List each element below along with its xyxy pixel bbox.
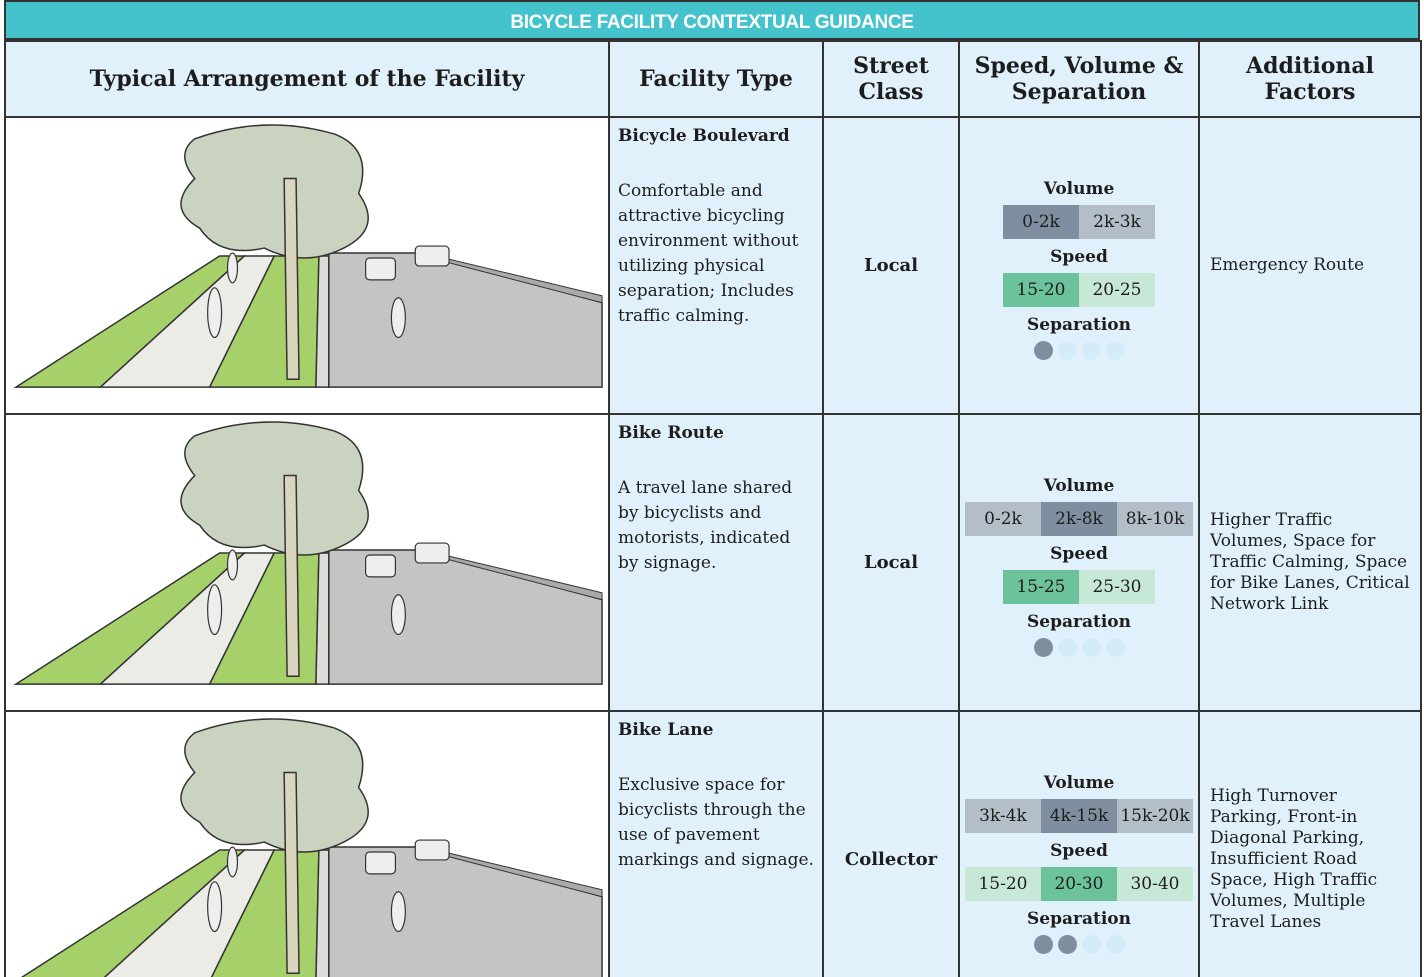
column-header: Facility Type (609, 41, 823, 117)
separation-dot (1058, 638, 1077, 657)
facility-description: A travel lane shared by bicyclists and m… (618, 476, 814, 576)
illustration (6, 415, 606, 698)
illustration (6, 118, 606, 401)
illustration-cell (5, 414, 609, 711)
additional-factors: High Turnover Parking, Front-in Diagonal… (1199, 711, 1421, 977)
separation-dots (960, 935, 1198, 954)
speed-label: Speed (960, 544, 1198, 564)
title-bar: BICYCLE FACILITY CONTEXTUAL GUIDANCE (4, 0, 1420, 40)
illustration-cell (5, 117, 609, 414)
speed-chip: 15-20 (1003, 273, 1079, 307)
volume-chip: 15k-20k (1117, 799, 1193, 833)
separation-label: Separation (960, 909, 1198, 929)
facility-description: Comfortable and attractive bicycling env… (618, 179, 814, 329)
separation-dot (1034, 935, 1053, 954)
speed-label: Speed (960, 841, 1198, 861)
separation-dot (1106, 341, 1125, 360)
separation-dot (1082, 638, 1101, 657)
illustration (6, 712, 606, 977)
illustration-cell (5, 711, 609, 977)
volume-chip: 8k-10k (1117, 502, 1193, 536)
facility-row: Bike Route A travel lane shared by bicycl… (5, 414, 1421, 711)
facility-row: Bike Lane Exclusive space for bicyclists … (5, 711, 1421, 977)
street-class: Collector (823, 711, 959, 977)
volume-label: Volume (960, 179, 1198, 199)
facility-name: Bicycle Boulevard (618, 124, 814, 149)
column-header: Typical Arrangement of the Facility (5, 41, 609, 117)
separation-label: Separation (960, 315, 1198, 335)
speed-label: Speed (960, 247, 1198, 267)
speed-chip: 20-25 (1079, 273, 1155, 307)
facility-cell: Bike Route A travel lane shared by bicycl… (609, 414, 823, 711)
separation-dot (1058, 341, 1077, 360)
separation-dot (1034, 341, 1053, 360)
facility-description: Exclusive space for bicyclists through t… (618, 773, 814, 873)
facility-cell: Bicycle Boulevard Comfortable and attract… (609, 117, 823, 414)
separation-dot (1106, 935, 1125, 954)
speed-chip: 25-30 (1079, 570, 1155, 604)
separation-dot (1106, 638, 1125, 657)
volume-chip: 2k-8k (1041, 502, 1117, 536)
separation-label: Separation (960, 612, 1198, 632)
separation-dots (960, 341, 1198, 360)
facility-name: Bike Route (618, 421, 814, 446)
page: BICYCLE FACILITY CONTEXTUAL GUIDANCE Typ… (0, 0, 1424, 977)
separation-dot (1034, 638, 1053, 657)
volume-chip: 2k-3k (1079, 205, 1155, 239)
column-header: Street Class (823, 41, 959, 117)
separation-dot (1058, 935, 1077, 954)
street-class: Local (823, 414, 959, 711)
column-header: Additional Factors (1199, 41, 1421, 117)
separation-dots (960, 638, 1198, 657)
additional-factors: Higher Traffic Volumes, Space for Traffi… (1199, 414, 1421, 711)
volume-label: Volume (960, 773, 1198, 793)
table-body: Bicycle Boulevard Comfortable and attract… (5, 117, 1421, 977)
volume-chip: 0-2k (965, 502, 1041, 536)
speed-chip: 20-30 (1041, 867, 1117, 901)
additional-factors: Emergency Route (1199, 117, 1421, 414)
separation-dot (1082, 341, 1101, 360)
speed-chip: 15-25 (1003, 570, 1079, 604)
speed-chip: 15-20 (965, 867, 1041, 901)
street-class: Local (823, 117, 959, 414)
facility-cell: Bike Lane Exclusive space for bicyclists … (609, 711, 823, 977)
volume-chip: 3k-4k (965, 799, 1041, 833)
facility-row: Bicycle Boulevard Comfortable and attract… (5, 117, 1421, 414)
column-header: Speed, Volume & Separation (959, 41, 1199, 117)
volume-chip: 0-2k (1003, 205, 1079, 239)
volume-label: Volume (960, 476, 1198, 496)
speed-chip: 30-40 (1117, 867, 1193, 901)
facility-name: Bike Lane (618, 718, 814, 743)
separation-dot (1082, 935, 1101, 954)
volume-chip: 4k-15k (1041, 799, 1117, 833)
